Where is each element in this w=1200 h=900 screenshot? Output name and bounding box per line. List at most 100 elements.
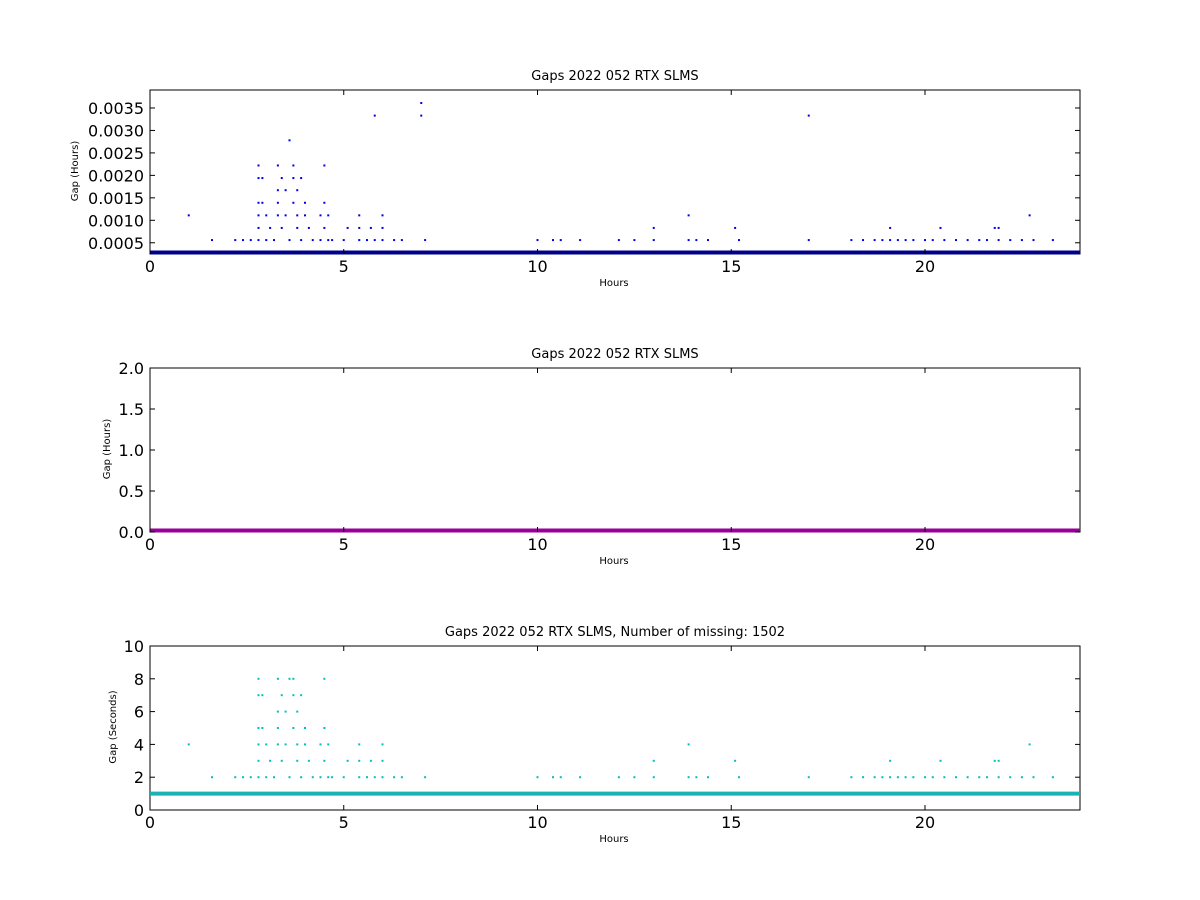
data-point — [734, 226, 737, 229]
data-point — [695, 776, 698, 779]
data-point — [358, 776, 361, 779]
data-point — [734, 759, 737, 762]
data-point — [358, 743, 361, 746]
y-tick-label: 4 — [134, 735, 144, 754]
data-point — [319, 743, 322, 746]
data-point — [1032, 776, 1035, 779]
data-point — [366, 776, 368, 779]
x-axis-label: Hours — [599, 834, 628, 845]
x-tick-label: 5 — [339, 813, 349, 832]
y-tick-label: 10 — [124, 637, 144, 656]
data-point — [276, 743, 279, 746]
x-tick-label: 0 — [145, 535, 155, 554]
data-point — [850, 776, 853, 779]
plot-frame — [149, 645, 1081, 811]
data-point — [633, 776, 636, 779]
data-point — [904, 776, 907, 779]
data-point — [257, 776, 260, 779]
data-point — [261, 201, 264, 204]
data-point — [261, 727, 264, 729]
data-point — [931, 239, 934, 242]
data-point — [738, 239, 740, 242]
data-point — [381, 776, 384, 779]
data-point — [269, 759, 272, 762]
data-point — [966, 776, 969, 779]
data-point — [381, 226, 384, 229]
gaps-hours-panel: Gaps 2022 052 RTX SLMS Hours Gap (Hours)… — [70, 69, 1081, 289]
data-point — [393, 776, 396, 779]
data-point — [997, 239, 1000, 242]
data-point — [889, 776, 892, 779]
data-point — [300, 694, 303, 697]
data-point — [276, 214, 279, 217]
data-point — [687, 239, 690, 242]
data-point — [707, 239, 709, 242]
data-point — [257, 677, 260, 680]
data-point — [966, 239, 969, 242]
data-point — [257, 164, 260, 167]
data-point — [296, 759, 299, 762]
data-point — [695, 239, 698, 242]
data-point — [342, 776, 345, 779]
data-point — [211, 239, 213, 242]
gaps-seconds-panel: Gaps 2022 052 RTX SLMS, Number of missin… — [108, 625, 1081, 845]
y-tick-label: 0.0025 — [88, 144, 144, 163]
data-point — [904, 239, 907, 242]
data-point — [265, 743, 268, 746]
y-tick-label: 0.0015 — [88, 189, 144, 208]
data-point — [420, 102, 423, 105]
data-point — [304, 214, 306, 217]
x-axis-label: Hours — [599, 278, 628, 289]
y-axis-label: Gap (Hours) — [102, 419, 113, 480]
data-point — [276, 164, 279, 167]
data-point — [536, 239, 539, 242]
data-point — [652, 239, 655, 242]
data-point — [187, 214, 190, 217]
data-point — [257, 759, 260, 762]
data-point — [269, 226, 272, 229]
data-point — [257, 201, 260, 204]
data-point — [307, 759, 310, 762]
data-point — [652, 776, 655, 779]
data-point — [311, 239, 314, 242]
data-point — [288, 776, 291, 779]
data-point — [955, 776, 957, 779]
data-point — [358, 214, 361, 217]
data-point — [807, 776, 810, 779]
y-axis-label: Gap (Seconds) — [108, 690, 119, 763]
data-point — [276, 201, 279, 204]
data-point — [807, 114, 810, 117]
data-point — [862, 239, 864, 242]
x-tick-label: 15 — [721, 535, 741, 554]
data-point — [292, 164, 295, 167]
data-point — [242, 239, 244, 242]
data-point — [552, 776, 554, 779]
data-point — [284, 214, 287, 217]
data-point — [993, 759, 996, 762]
data-point — [873, 776, 876, 779]
data-point — [292, 694, 295, 697]
data-point — [559, 776, 562, 779]
data-point — [319, 776, 322, 779]
data-point — [1051, 239, 1054, 242]
data-point — [273, 239, 275, 242]
data-point — [346, 226, 349, 229]
data-point — [807, 239, 810, 242]
data-point — [1032, 239, 1035, 242]
data-point — [997, 759, 1000, 762]
data-point — [924, 239, 926, 242]
data-point — [978, 776, 981, 779]
data-point — [323, 201, 326, 204]
y-tick-label: 0.0035 — [88, 99, 144, 118]
data-point — [276, 727, 279, 729]
y-tick-label: 1.0 — [119, 441, 144, 460]
data-point — [896, 239, 899, 242]
data-point — [381, 239, 384, 242]
x-tick-label: 10 — [527, 813, 547, 832]
y-tick-label: 0.0 — [119, 523, 144, 542]
data-point — [304, 201, 306, 204]
data-point — [889, 239, 892, 242]
data-point — [993, 226, 996, 229]
x-axis-label: Hours — [599, 556, 628, 567]
